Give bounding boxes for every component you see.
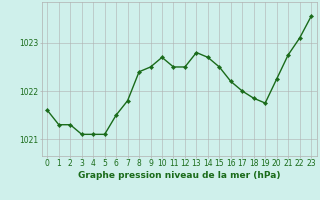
X-axis label: Graphe pression niveau de la mer (hPa): Graphe pression niveau de la mer (hPa)	[78, 171, 280, 180]
